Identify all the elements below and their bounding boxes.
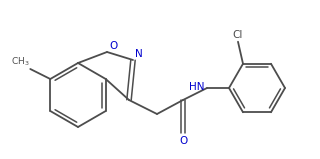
Text: Cl: Cl — [233, 30, 243, 40]
Text: O: O — [179, 136, 187, 146]
Text: HN: HN — [188, 82, 204, 92]
Text: CH$_3$: CH$_3$ — [11, 55, 29, 68]
Text: O: O — [109, 41, 117, 51]
Text: N: N — [135, 49, 143, 59]
